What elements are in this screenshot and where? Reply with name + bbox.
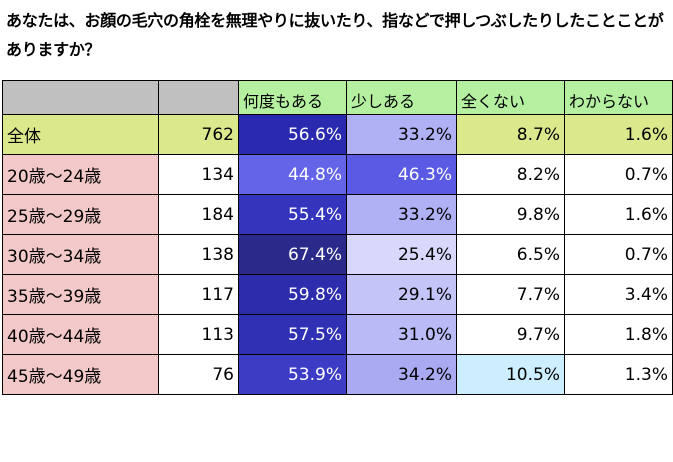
- sample-size-cell: 76: [158, 354, 239, 395]
- many-times-cell: 59.8%: [238, 274, 347, 315]
- never-cell: 8.2%: [456, 154, 565, 195]
- a-little-cell: 29.1%: [346, 274, 457, 315]
- sample-size-cell: 113: [158, 314, 239, 355]
- never-cell: 9.7%: [456, 314, 565, 355]
- many-times-cell: 67.4%: [238, 234, 347, 275]
- age-row: 20歳～24歳 134 44.8% 46.3% 8.2% 0.7%: [2, 154, 673, 195]
- header-blank-n: [158, 80, 239, 115]
- age-row: 30歳～34歳 138 67.4% 25.4% 6.5% 0.7%: [2, 234, 673, 275]
- a-little-cell: 25.4%: [346, 234, 457, 275]
- unknown-cell: 1.3%: [564, 354, 673, 395]
- never-cell: 7.7%: [456, 274, 565, 315]
- unknown-cell: 0.7%: [564, 234, 673, 275]
- row-label: 40歳～44歳: [2, 314, 159, 355]
- results-table: 何度もある 少しある 全くない わからない 全体 762 56.6% 33.2% 8.7…: [2, 80, 673, 395]
- header-unknown: わからない: [564, 80, 673, 115]
- never-cell: 8.7%: [456, 114, 565, 155]
- many-times-cell: 55.4%: [238, 194, 347, 235]
- age-row: 40歳～44歳 113 57.5% 31.0% 9.7% 1.8%: [2, 314, 673, 355]
- a-little-cell: 46.3%: [346, 154, 457, 195]
- many-times-cell: 57.5%: [238, 314, 347, 355]
- unknown-cell: 0.7%: [564, 154, 673, 195]
- row-label: 全体: [2, 114, 159, 155]
- page-title: あなたは、お顔の毛穴の角栓を無理やりに抜いたり、指などで押しつぶしたりしたことこ…: [6, 11, 664, 59]
- row-label: 25歳～29歳: [2, 194, 159, 235]
- many-times-cell: 44.8%: [238, 154, 347, 195]
- row-label: 35歳～39歳: [2, 274, 159, 315]
- results-table-body: 何度もある 少しある 全くない わからない 全体 762 56.6% 33.2% 8.7…: [2, 80, 673, 395]
- sample-size-cell: 138: [158, 234, 239, 275]
- many-times-cell: 56.6%: [238, 114, 347, 155]
- sample-size-cell: 134: [158, 154, 239, 195]
- header-row: 何度もある 少しある 全くない わからない: [2, 80, 673, 115]
- never-cell: 6.5%: [456, 234, 565, 275]
- unknown-cell: 1.6%: [564, 194, 673, 235]
- many-times-cell: 53.9%: [238, 354, 347, 395]
- row-label: 45歳～49歳: [2, 354, 159, 395]
- age-row: 25歳～29歳 184 55.4% 33.2% 9.8% 1.6%: [2, 194, 673, 235]
- unknown-cell: 3.4%: [564, 274, 673, 315]
- header-a-little: 少しある: [346, 80, 457, 115]
- sample-size-cell: 184: [158, 194, 239, 235]
- row-label: 30歳～34歳: [2, 234, 159, 275]
- age-row: 45歳～49歳 76 53.9% 34.2% 10.5% 1.3%: [2, 354, 673, 395]
- never-cell: 10.5%: [456, 354, 565, 395]
- header-blank-label: [2, 80, 159, 115]
- header-many-times: 何度もある: [238, 80, 347, 115]
- sample-size-cell: 762: [158, 114, 239, 155]
- total-row: 全体 762 56.6% 33.2% 8.7% 1.6%: [2, 114, 673, 155]
- never-cell: 9.8%: [456, 194, 565, 235]
- a-little-cell: 31.0%: [346, 314, 457, 355]
- a-little-cell: 33.2%: [346, 194, 457, 235]
- a-little-cell: 33.2%: [346, 114, 457, 155]
- unknown-cell: 1.8%: [564, 314, 673, 355]
- row-label: 20歳～24歳: [2, 154, 159, 195]
- unknown-cell: 1.6%: [564, 114, 673, 155]
- a-little-cell: 34.2%: [346, 354, 457, 395]
- age-row: 35歳～39歳 117 59.8% 29.1% 7.7% 3.4%: [2, 274, 673, 315]
- sample-size-cell: 117: [158, 274, 239, 315]
- header-never: 全くない: [456, 80, 565, 115]
